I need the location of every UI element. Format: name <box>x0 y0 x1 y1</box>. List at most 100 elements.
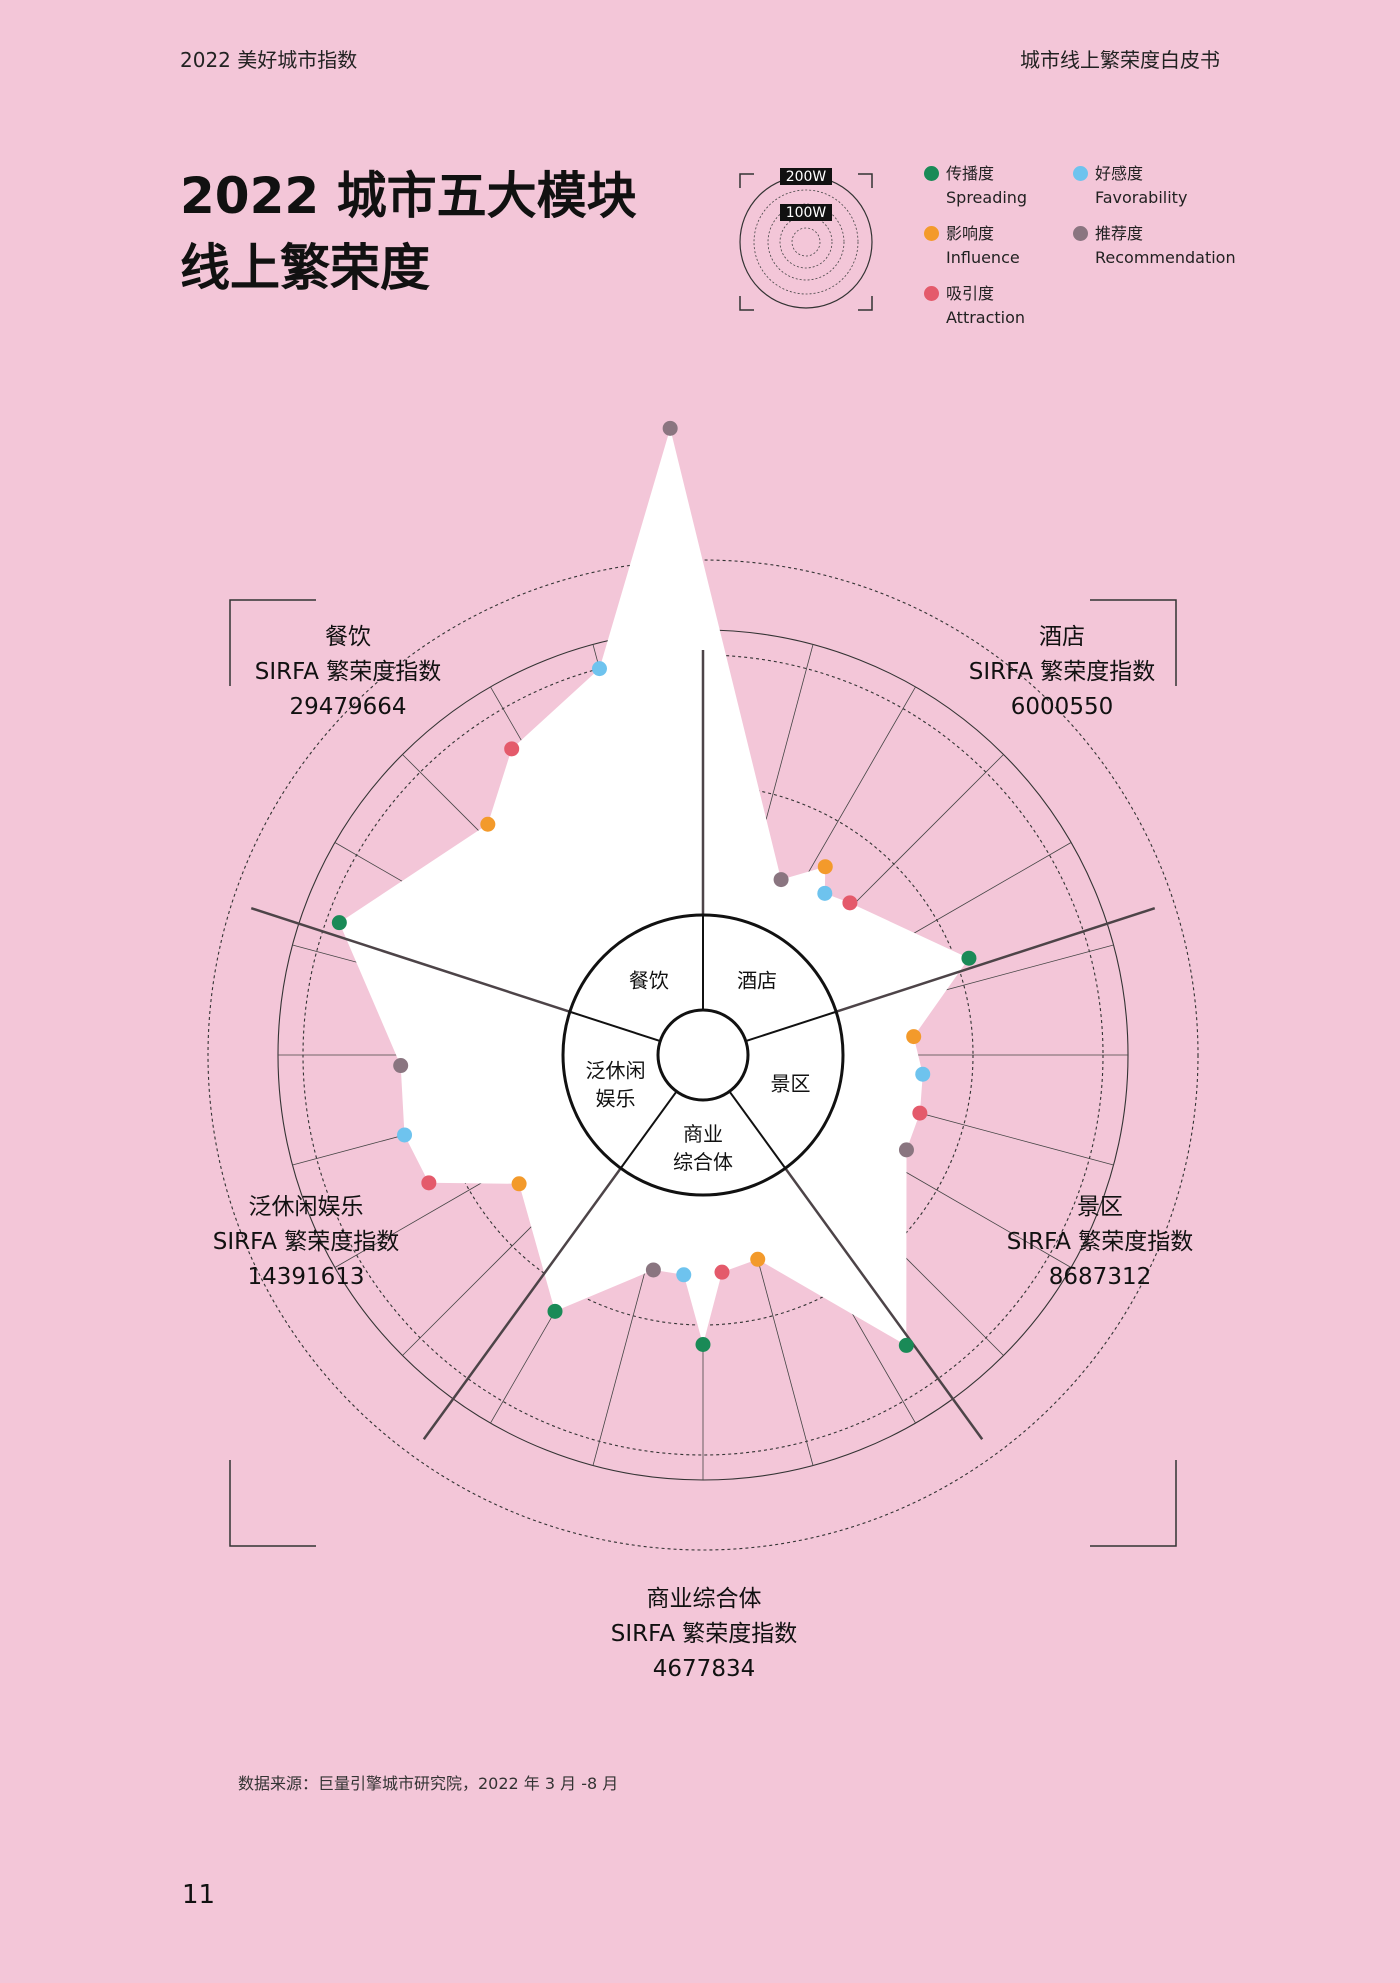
category-label-leisure: 泛休闲娱乐 SIRFA 繁荣度指数 14391613 <box>146 1190 466 1295</box>
point-favorability-2 <box>915 1066 931 1082</box>
point-influence-1 <box>817 859 833 875</box>
hub-label-leisure-2: 娱乐 <box>596 1086 636 1110</box>
point-spreading-4 <box>547 1303 563 1319</box>
point-attraction-3 <box>714 1264 730 1280</box>
scale-ring <box>753 189 859 295</box>
hub-inner <box>656 1008 750 1102</box>
point-attraction-4 <box>421 1175 437 1191</box>
legend-zh: 吸引度 <box>946 284 995 303</box>
hub-label-scenic: 景区 <box>770 1071 810 1095</box>
category-name: 泛休闲娱乐 <box>248 1194 364 1220</box>
index-value: 8687312 <box>1048 1264 1152 1290</box>
point-recommendation-5 <box>662 420 678 436</box>
index-label: SIRFA 繁荣度指数 <box>212 1229 400 1255</box>
hub-divider <box>728 1090 787 1169</box>
scale-ring <box>779 215 833 269</box>
category-label-hotel: 酒店 SIRFA 繁荣度指数 6000550 <box>902 620 1222 725</box>
scale-ring <box>791 227 821 257</box>
point-influence-3 <box>750 1251 766 1267</box>
scale-tag-200w-bg <box>780 168 832 185</box>
legend-dot-spreading <box>924 166 939 181</box>
index-label: SIRFA 繁荣度指数 <box>1006 1229 1194 1255</box>
point-favorability-5 <box>591 661 607 677</box>
ring-outer <box>207 559 1199 1551</box>
point-influence-5 <box>480 816 496 832</box>
hub-label-leisure-1: 泛休闲 <box>586 1058 646 1082</box>
page-number: 11 <box>182 1880 216 1910</box>
category-name: 商业综合体 <box>646 1586 762 1612</box>
scale-ring <box>767 203 845 281</box>
hub-divider <box>619 1090 678 1169</box>
index-label: SIRFA 繁荣度指数 <box>968 659 1156 685</box>
scale-tag-100w-bg <box>780 204 832 221</box>
point-influence-4 <box>511 1176 527 1192</box>
category-label-scenic: 景区 SIRFA 繁荣度指数 8687312 <box>940 1190 1260 1295</box>
index-value: 14391613 <box>247 1264 365 1290</box>
hub-label-mall-2: 综合体 <box>673 1150 733 1174</box>
title-line-2: 线上繁荣度 <box>180 239 430 297</box>
legend-zh: 影响度 <box>946 224 995 243</box>
point-recommendation-3 <box>645 1262 661 1278</box>
point-favorability-1 <box>817 885 833 901</box>
point-recommendation-2 <box>898 1142 914 1158</box>
index-label: SIRFA 繁荣度指数 <box>610 1621 798 1647</box>
legend-en: Favorability <box>1095 188 1188 207</box>
legend-dot-influence <box>924 226 939 241</box>
scale-tag-200w: 200W <box>786 169 827 185</box>
point-recommendation-1 <box>773 872 789 888</box>
legend-item-spreading: 传播度 Spreading <box>924 162 1028 210</box>
legend-zh: 推荐度 <box>1095 224 1144 243</box>
legend-item-influence: 影响度 Influence <box>924 222 1020 270</box>
category-label-food: 餐饮 SIRFA 繁荣度指数 29479664 <box>188 620 508 725</box>
hub-divider <box>745 1010 837 1043</box>
corner-top-left <box>229 599 316 686</box>
legend-en: Recommendation <box>1095 248 1236 267</box>
scale-outer-circle <box>739 175 873 309</box>
category-label-mall: 商业综合体 SIRFA 繁荣度指数 4677834 <box>544 1582 864 1687</box>
page-title: 2022 城市五大模块 线上繁荣度 <box>180 160 637 304</box>
legend-item-favorability: 好感度 Favorability <box>1073 162 1188 210</box>
legend-en: Attraction <box>946 308 1026 327</box>
corner-top-right <box>1090 599 1177 686</box>
index-value: 6000550 <box>1010 694 1114 720</box>
point-favorability-4 <box>397 1127 413 1143</box>
data-source-note: 数据来源：巨量引擎城市研究院，2022 年 3 月 -8 月 <box>238 1774 619 1793</box>
point-attraction-2 <box>912 1105 928 1121</box>
title-line-1: 2022 城市五大模块 <box>180 167 637 225</box>
scale-legend: 200W 100W <box>739 168 873 311</box>
scale-frame <box>739 173 873 311</box>
legend-item-attraction: 吸引度 Attraction <box>924 282 1026 330</box>
legend-dot-recommendation <box>1073 226 1088 241</box>
point-spreading-3 <box>695 1337 711 1352</box>
point-spreading-1 <box>961 950 977 966</box>
corner-bottom-right <box>1090 1460 1177 1547</box>
point-attraction-5 <box>504 741 520 757</box>
point-favorability-3 <box>676 1267 692 1283</box>
scale-tag-100w: 100W <box>786 205 827 221</box>
point-influence-2 <box>906 1029 922 1045</box>
hub-divider <box>569 1010 661 1043</box>
legend-dot-favorability <box>1073 166 1088 181</box>
point-spreading-5 <box>331 915 347 931</box>
point-recommendation-4 <box>393 1058 409 1074</box>
index-label: SIRFA 繁荣度指数 <box>254 659 442 685</box>
category-name: 景区 <box>1077 1194 1123 1220</box>
header-right: 城市线上繁荣度白皮书 <box>1020 48 1220 72</box>
category-name: 酒店 <box>1039 624 1085 650</box>
index-value: 4677834 <box>652 1656 756 1682</box>
index-value: 29479664 <box>289 694 407 720</box>
legend-dot-attraction <box>924 286 939 301</box>
hub-label-mall-1: 商业 <box>683 1122 723 1146</box>
data-points <box>331 420 977 1353</box>
legend-zh: 传播度 <box>946 164 995 183</box>
category-name: 餐饮 <box>325 624 371 650</box>
header-left: 2022 美好城市指数 <box>180 48 358 72</box>
legend-en: Influence <box>946 248 1020 267</box>
legend-item-recommendation: 推荐度 Recommendation <box>1073 222 1236 270</box>
hub-label-hotel: 酒店 <box>737 969 777 993</box>
legend-zh: 好感度 <box>1095 164 1144 183</box>
legend-en: Spreading <box>946 188 1028 207</box>
frame-corners <box>229 599 1177 1547</box>
